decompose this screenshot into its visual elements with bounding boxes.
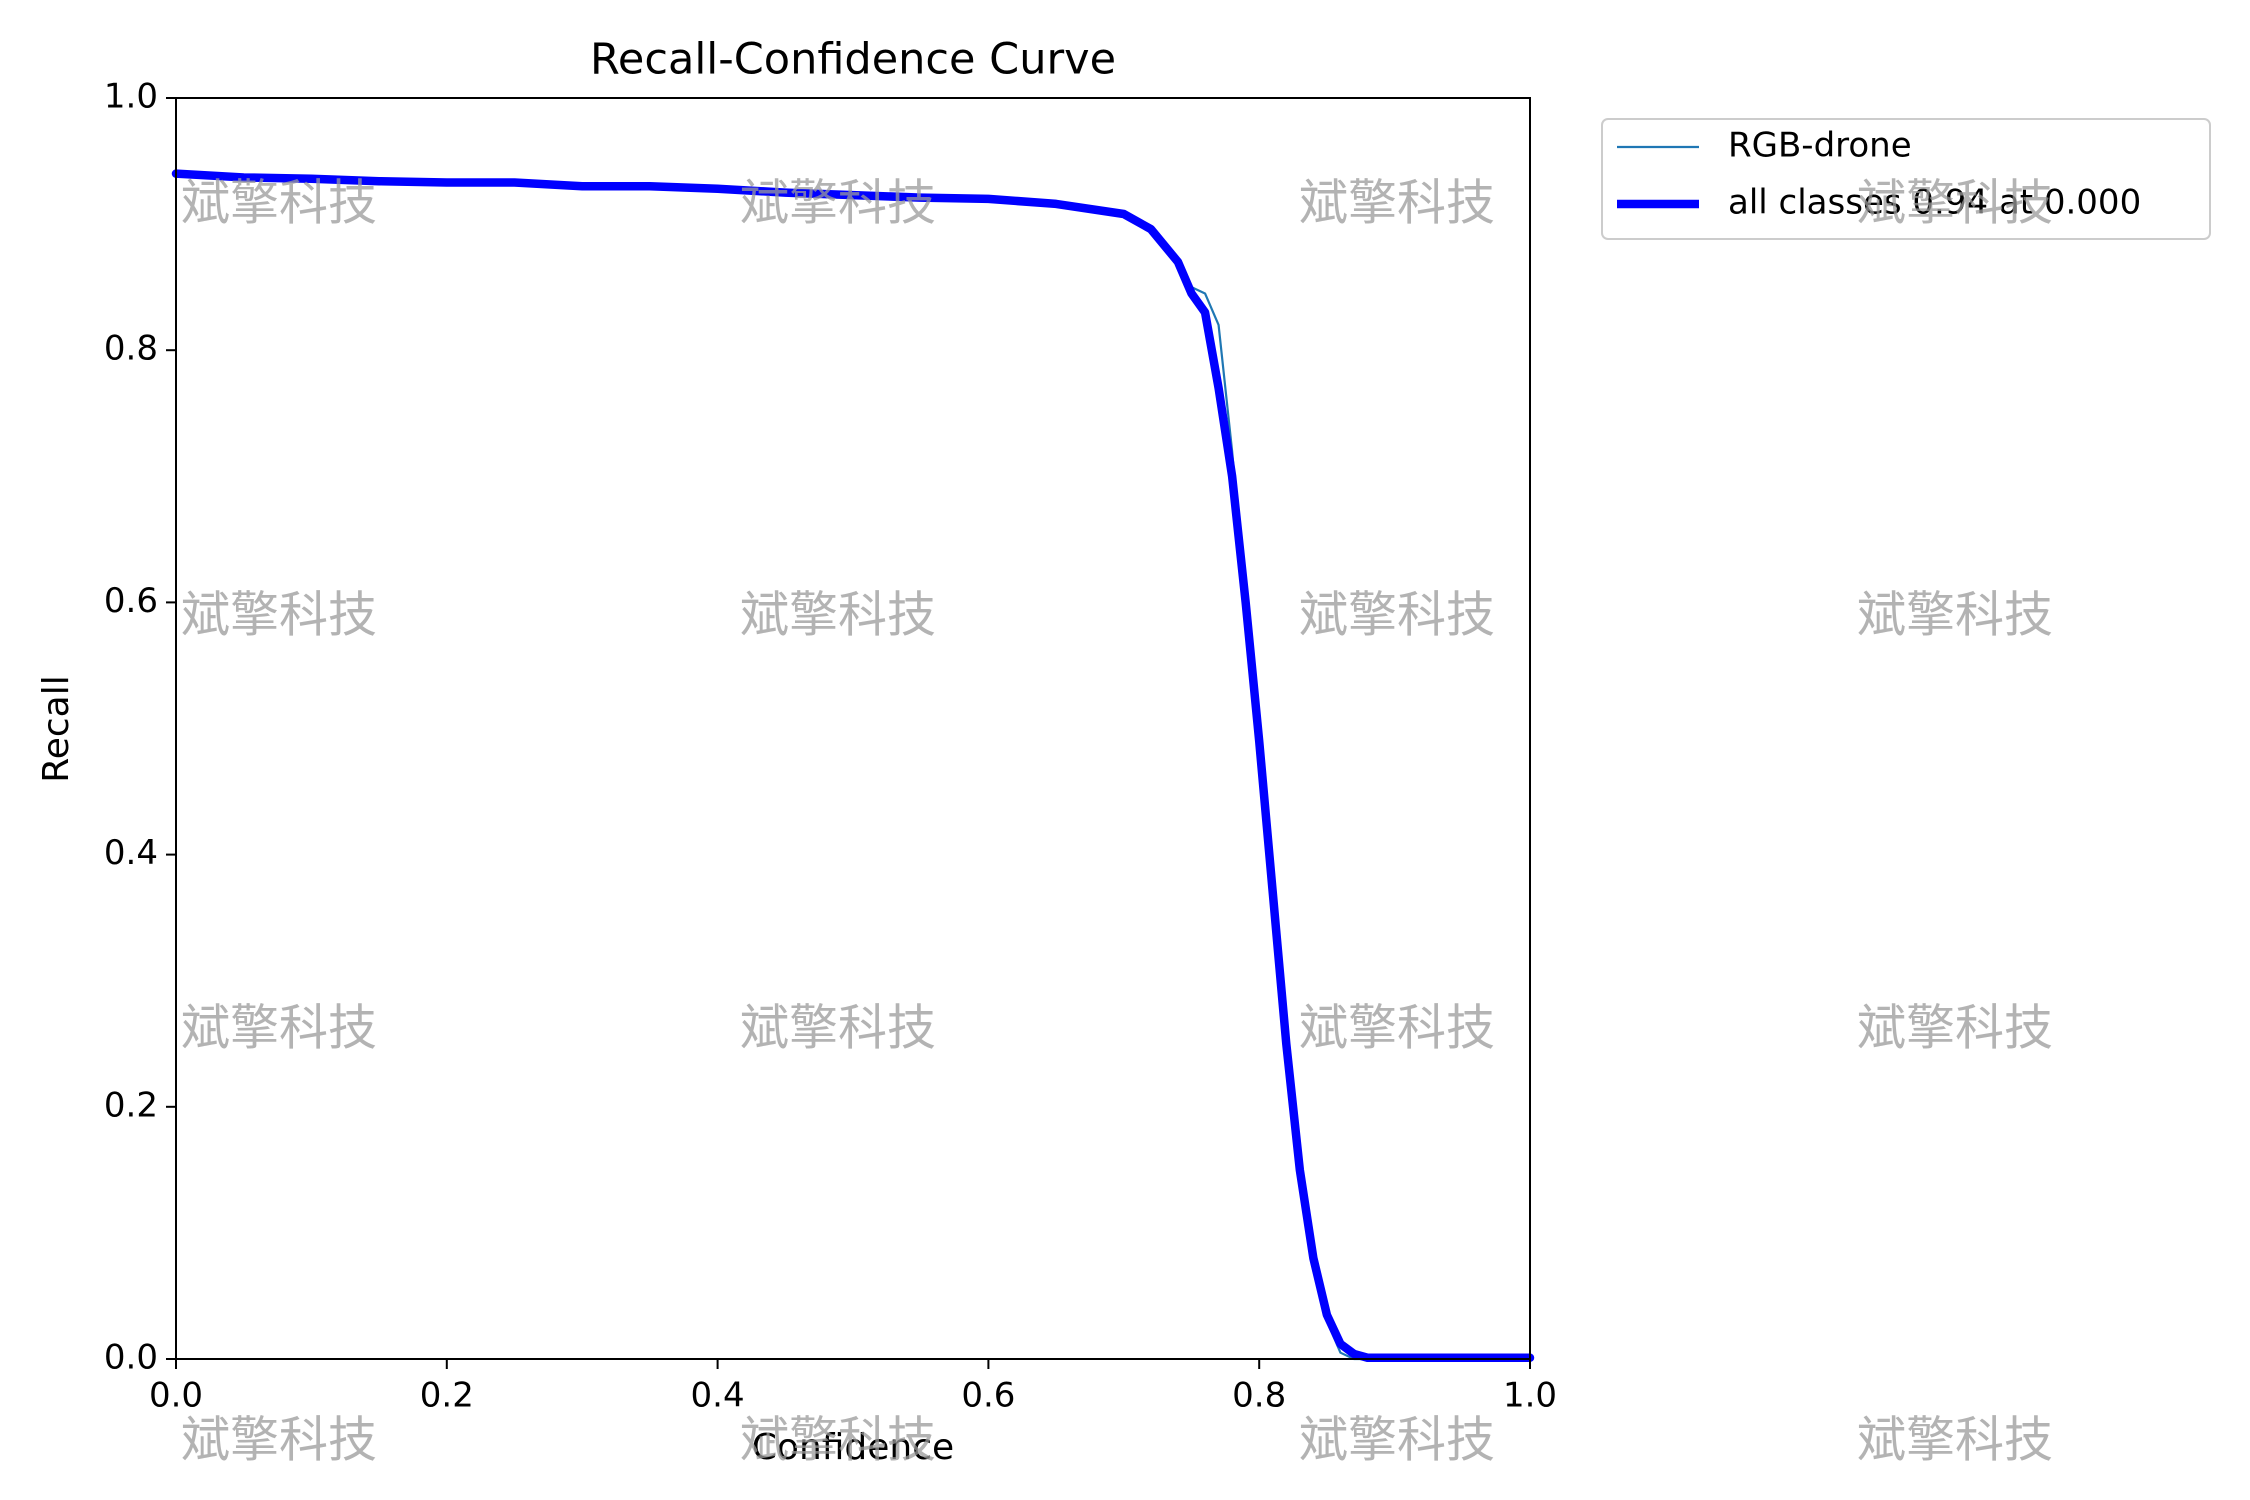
series-line	[174, 172, 1532, 1361]
x-tick-label: 0.4	[691, 1376, 745, 1416]
plot-area	[171, 169, 1535, 1362]
series-line	[171, 169, 1535, 1362]
y-tick-label: 0.8	[104, 329, 158, 369]
watermark: 斌擎科技	[181, 587, 377, 644]
watermark: 斌擎科技	[740, 1412, 936, 1469]
x-tick-label: 0.0	[149, 1376, 203, 1416]
watermark: 斌擎科技	[1299, 1000, 1495, 1057]
chart-title: Recall-Confidence Curve	[590, 35, 1116, 85]
watermark: 斌擎科技	[181, 1000, 377, 1057]
legend-label: all classes 0.94 at 0.000	[1728, 183, 2141, 223]
watermark: 斌擎科技	[1857, 1412, 2053, 1469]
legend: RGB-drone all classes 0.94 at 0.000	[1601, 118, 2211, 240]
watermark: 斌擎科技	[1299, 175, 1495, 232]
watermark: 斌擎科技	[181, 1412, 377, 1469]
watermark: 斌擎科技	[740, 1000, 936, 1057]
x-tick-label: 1.0	[1503, 1376, 1557, 1416]
y-axis-label: Recall	[36, 675, 77, 782]
watermark: 斌擎科技	[1299, 1412, 1495, 1469]
watermark: 斌擎科技	[181, 175, 377, 232]
legend-label: RGB-drone	[1728, 126, 1912, 166]
y-tick-label: 0.4	[104, 833, 158, 873]
x-tick-label: 0.6	[961, 1376, 1015, 1416]
x-tick-label: 0.8	[1232, 1376, 1286, 1416]
x-axis-label: Confidence	[752, 1427, 954, 1468]
y-tick-label: 1.0	[104, 77, 158, 117]
y-tick-label: 0.6	[104, 581, 158, 621]
axes-frame	[175, 97, 1531, 1360]
y-tick-label: 0.2	[104, 1085, 158, 1125]
watermark: 斌擎科技	[1857, 175, 2053, 232]
x-tick-label: 0.2	[420, 1376, 474, 1416]
y-tick-label: 0.0	[104, 1338, 158, 1378]
watermark: 斌擎科技	[740, 587, 936, 644]
watermark: 斌擎科技	[1299, 587, 1495, 644]
watermark: 斌擎科技	[1857, 587, 2053, 644]
watermark: 斌擎科技	[740, 175, 936, 232]
legend-box	[1601, 118, 2211, 240]
watermark: 斌擎科技	[1857, 1000, 2053, 1057]
